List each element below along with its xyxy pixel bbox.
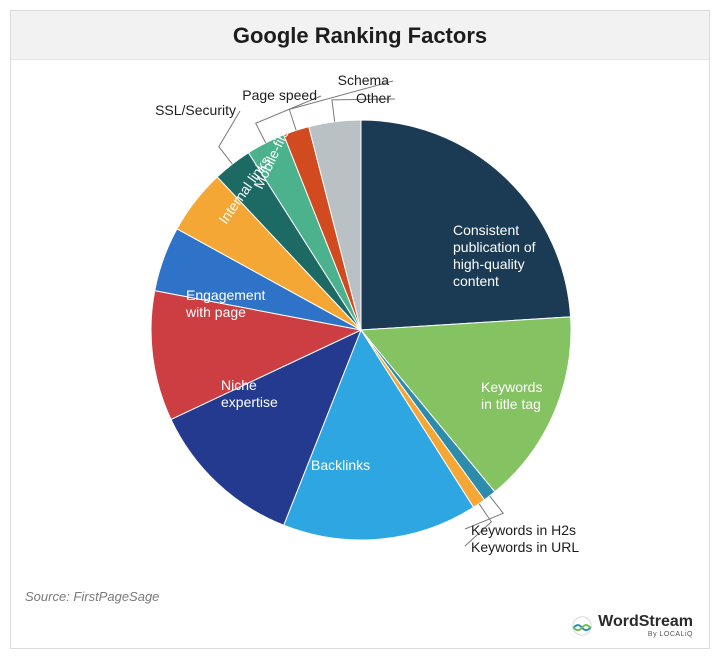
leader-line bbox=[219, 111, 240, 164]
brand-logo: WordStream By LOCALiQ bbox=[572, 614, 693, 638]
pie-chart: Consistentpublication ofhigh-qualitycont… bbox=[11, 60, 709, 648]
slice-label: Keywords in URL bbox=[471, 539, 579, 555]
chart-title: Google Ranking Factors bbox=[11, 23, 709, 49]
slice-label: Other bbox=[356, 90, 391, 106]
slice-label: Keywordsin title tag bbox=[481, 379, 542, 412]
slice-label: Backlinks bbox=[311, 457, 370, 473]
brand-name: WordStream bbox=[598, 614, 693, 630]
slice-label: Page speed bbox=[242, 87, 317, 103]
brand-byline: By LOCALiQ bbox=[598, 631, 693, 638]
slice-label: Keywords in H2s bbox=[471, 522, 576, 538]
slice-label: SSL/Security bbox=[155, 102, 236, 118]
wordstream-icon bbox=[572, 616, 592, 636]
source-citation: Source: FirstPageSage bbox=[25, 589, 159, 604]
slice-label: Schema bbox=[338, 72, 390, 88]
chart-card: Google Ranking Factors Consistentpublica… bbox=[10, 10, 710, 649]
title-bar: Google Ranking Factors bbox=[11, 11, 709, 60]
